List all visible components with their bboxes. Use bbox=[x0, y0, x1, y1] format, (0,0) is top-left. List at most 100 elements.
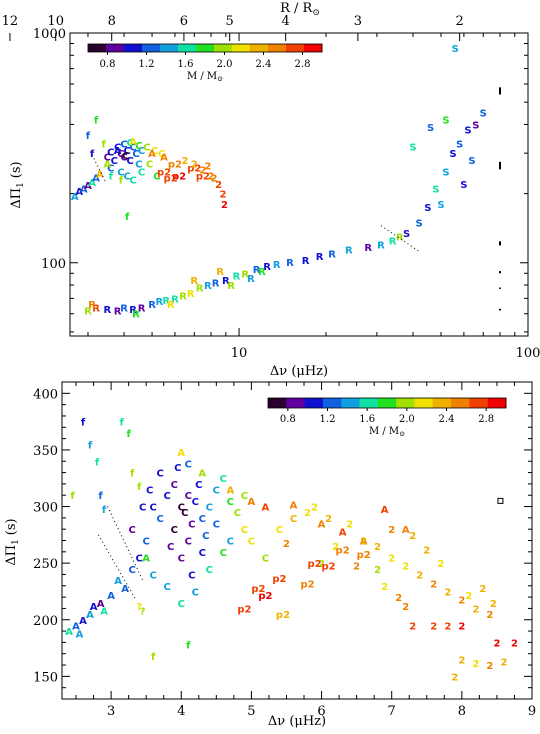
data-point: p2 bbox=[357, 550, 371, 561]
data-point: C bbox=[127, 138, 134, 149]
data-point: A bbox=[72, 621, 80, 632]
data-point: ? bbox=[136, 602, 142, 613]
bottom-y-tick-label: 350 bbox=[33, 444, 58, 459]
data-point: A bbox=[121, 584, 129, 595]
data-point: 2 bbox=[458, 621, 465, 632]
data-point: C bbox=[157, 469, 164, 480]
data-point: C bbox=[188, 520, 195, 531]
top-x-axis-label: Δν (μHz) bbox=[270, 364, 328, 379]
data-point: f bbox=[125, 212, 130, 223]
bottom-plot-frame bbox=[61, 381, 533, 700]
data-point: C bbox=[146, 160, 153, 171]
data-point: 2 bbox=[332, 542, 339, 553]
data-point: R bbox=[132, 310, 140, 321]
data-point: 2 bbox=[490, 599, 497, 610]
data-point: C bbox=[151, 146, 158, 157]
data-point: C bbox=[178, 503, 185, 514]
data-point: 2 bbox=[182, 156, 189, 167]
data-point: A bbox=[114, 146, 122, 157]
data-point: R bbox=[364, 243, 372, 254]
colorbar-swatch bbox=[469, 398, 489, 408]
data-point: R bbox=[258, 267, 266, 278]
data-point: A bbox=[80, 185, 88, 196]
colorbar-swatch bbox=[432, 398, 452, 408]
data-point: 2 bbox=[208, 171, 215, 182]
data-point: R bbox=[156, 297, 164, 308]
data-point: f bbox=[95, 457, 100, 468]
data-point: C bbox=[150, 570, 157, 581]
data-point: C bbox=[150, 503, 157, 514]
data-point: 2 bbox=[500, 658, 507, 669]
data-point: f bbox=[81, 418, 86, 429]
data-point: R bbox=[377, 241, 385, 252]
data-point: 2 bbox=[199, 165, 206, 176]
data-point: 2 bbox=[346, 520, 353, 531]
data-point: C bbox=[107, 163, 114, 174]
radius-tick-label: 3 bbox=[354, 14, 362, 29]
data-point: A bbox=[92, 174, 100, 185]
data-point: R bbox=[171, 294, 179, 305]
data-point: C bbox=[185, 537, 192, 548]
colorbar-swatch bbox=[160, 44, 179, 52]
data-point: C bbox=[120, 153, 127, 164]
data-point: A bbox=[177, 448, 185, 459]
data-point: R bbox=[233, 272, 241, 283]
data-point: R bbox=[120, 303, 128, 314]
data-point: R bbox=[196, 284, 204, 295]
data-point: 2 bbox=[458, 655, 465, 666]
data-point: C bbox=[248, 537, 255, 548]
data-point: A bbox=[71, 192, 79, 203]
colorbar-swatch bbox=[268, 44, 287, 52]
data-point: A bbox=[90, 602, 98, 613]
data-point: 2 bbox=[511, 638, 518, 649]
data-point: 2 bbox=[395, 593, 402, 604]
data-point: R bbox=[114, 306, 122, 317]
data-point: f bbox=[102, 505, 107, 516]
data-point: C bbox=[135, 160, 142, 171]
colorbar-tick-label: 2.8 bbox=[295, 59, 311, 70]
data-point: R bbox=[241, 269, 249, 280]
data-point: f bbox=[98, 491, 103, 502]
colorbar-tick-label: 2.8 bbox=[478, 414, 494, 425]
data-point: 2 bbox=[311, 503, 318, 514]
bottom-y-axis-label: ΔΠ1(s) bbox=[4, 518, 21, 565]
bottom-y-ticks: 150 200 250 300 350 400 bbox=[33, 381, 532, 689]
data-point: C bbox=[120, 140, 127, 151]
data-point: C bbox=[192, 497, 199, 508]
data-point: C bbox=[138, 167, 145, 178]
radius-tick-label: 5 bbox=[226, 14, 234, 29]
data-point: S bbox=[460, 180, 467, 191]
data-point: C bbox=[174, 463, 181, 474]
data-point: S bbox=[424, 203, 431, 214]
data-point: A bbox=[148, 149, 156, 160]
data-point: A bbox=[103, 160, 111, 171]
data-point: p2 bbox=[322, 561, 336, 572]
data-point: C bbox=[262, 553, 269, 564]
data-point: C bbox=[188, 570, 195, 581]
data-point: 2 bbox=[472, 604, 479, 615]
data-point: C bbox=[143, 537, 150, 548]
data-point: C bbox=[290, 514, 297, 525]
colorbar-swatch bbox=[88, 44, 107, 52]
data-point: S bbox=[442, 167, 449, 178]
data-point: C bbox=[199, 514, 206, 525]
colorbar-swatch bbox=[304, 398, 324, 408]
data-point: 2 bbox=[409, 621, 416, 632]
colorbar-tick-label: 0.8 bbox=[280, 414, 296, 425]
data-point: f bbox=[70, 491, 75, 502]
data-point: C bbox=[213, 520, 220, 531]
radius-tick-label: 6 bbox=[180, 14, 188, 29]
bottom-x-ticks: 3 4 5 6 7 8 9 bbox=[75, 382, 536, 719]
data-point: R bbox=[179, 292, 187, 303]
bottom-x-axis-label: Δν (μHz) bbox=[268, 714, 326, 729]
bottom-x-tick-label: 8 bbox=[458, 704, 466, 719]
data-point: 2 bbox=[283, 539, 290, 550]
data-point: S bbox=[427, 123, 434, 134]
data-point: A bbox=[318, 520, 326, 531]
data-point: R bbox=[389, 236, 397, 247]
data-point: f bbox=[119, 176, 124, 187]
colorbar-tick-label: 1.2 bbox=[139, 59, 155, 70]
data-point: C bbox=[104, 153, 111, 164]
data-point: C bbox=[135, 141, 142, 152]
